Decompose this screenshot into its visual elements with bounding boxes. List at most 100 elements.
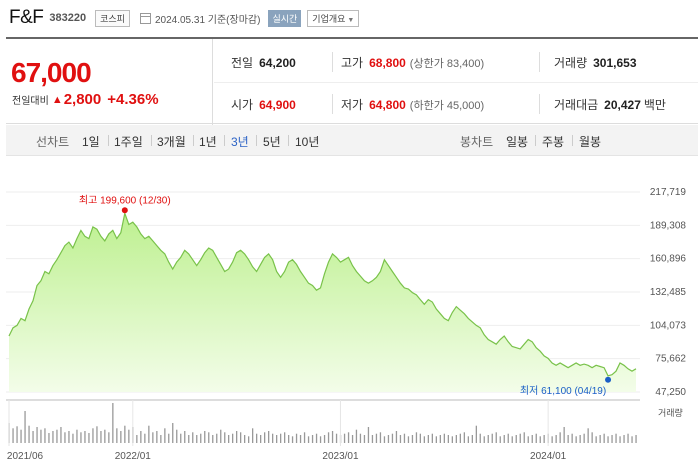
volume-bar bbox=[16, 426, 18, 443]
volume-bar bbox=[28, 425, 30, 443]
volume-bar bbox=[56, 429, 58, 443]
up-arrow-icon: ▲ bbox=[51, 93, 63, 106]
volume-bar bbox=[48, 433, 50, 443]
volume-bar bbox=[244, 435, 246, 443]
volume-bar bbox=[160, 435, 162, 443]
volume-bar bbox=[224, 432, 226, 443]
volume-bar bbox=[615, 433, 617, 443]
volume-bar bbox=[451, 436, 453, 443]
volume-bar bbox=[68, 431, 70, 443]
stat-label: 시가 bbox=[231, 98, 254, 112]
volume-bar bbox=[507, 433, 509, 443]
candle-daily-tab[interactable]: 일봉 bbox=[506, 135, 529, 149]
divider bbox=[539, 52, 540, 72]
change-label: 전일대비 bbox=[12, 96, 49, 107]
volume-bar bbox=[407, 436, 410, 443]
y-tick-label: 132,485 bbox=[650, 287, 687, 298]
volume-bar bbox=[120, 431, 122, 443]
period-1y-tab[interactable]: 1년 bbox=[199, 135, 217, 149]
stat-value: 20,427 bbox=[604, 98, 641, 112]
divider bbox=[288, 135, 289, 146]
volume-bar bbox=[627, 433, 629, 443]
volume-bar bbox=[188, 435, 190, 443]
x-tick-label: 2022/01 bbox=[115, 451, 152, 462]
volume-bar bbox=[459, 433, 461, 443]
volume-bar bbox=[555, 435, 557, 443]
volume-bar bbox=[327, 432, 330, 443]
price-change: 전일대비 ▲ 2,800 +4.36% bbox=[12, 91, 159, 108]
stat-value: 64,800 bbox=[369, 98, 406, 112]
volume-bar bbox=[236, 431, 238, 443]
period-5y-tab[interactable]: 5년 bbox=[263, 135, 281, 149]
volume-bar bbox=[495, 432, 497, 443]
volume-bar bbox=[335, 433, 338, 443]
volume-bar bbox=[128, 429, 130, 443]
stat-low: 저가 64,800 (하한가 45,000) bbox=[341, 96, 484, 113]
divider bbox=[332, 94, 333, 114]
volume-bar bbox=[220, 429, 222, 443]
volume-bar bbox=[24, 411, 26, 443]
volume-bar bbox=[176, 429, 178, 443]
line-chart-title: 선차트 bbox=[36, 135, 70, 149]
volume-bar bbox=[116, 428, 118, 443]
volume-bar bbox=[351, 435, 354, 443]
stat-unit: 백만 bbox=[643, 98, 666, 112]
volume-bar bbox=[427, 435, 429, 443]
volume-bar bbox=[315, 433, 318, 443]
corp-info-dropdown[interactable]: 기업개요 ▼ bbox=[307, 9, 360, 27]
period-10y-tab[interactable]: 10년 bbox=[295, 135, 320, 149]
volume-bar bbox=[208, 432, 210, 443]
volume-bar bbox=[371, 435, 374, 443]
volume-bars bbox=[8, 403, 637, 443]
volume-bar bbox=[100, 431, 102, 443]
period-1d-tab[interactable]: 1일 bbox=[82, 135, 100, 149]
volume-bar bbox=[96, 426, 98, 443]
price-panel: 67,000 전일대비 ▲ 2,800 +4.36% 전일 64,200 고가 … bbox=[6, 37, 698, 125]
volume-bar bbox=[571, 433, 573, 443]
period-3m-tab[interactable]: 3개월 bbox=[157, 135, 186, 149]
realtime-button[interactable]: 실시간 bbox=[268, 9, 302, 27]
volume-bar bbox=[375, 433, 378, 443]
volume-bar bbox=[104, 429, 106, 443]
volume-bar bbox=[419, 433, 421, 443]
y-tick-label: 104,073 bbox=[650, 320, 687, 331]
price-chart: 217,719 189,308 160,896 132,485 104,073 75,66… bbox=[6, 187, 687, 462]
volume-bar bbox=[84, 431, 86, 443]
volume-bar bbox=[399, 435, 402, 443]
volume-bar bbox=[519, 433, 521, 443]
volume-bar bbox=[447, 435, 449, 443]
volume-bar bbox=[599, 435, 601, 443]
high-marker bbox=[121, 207, 128, 214]
candle-weekly-tab[interactable]: 주봉 bbox=[542, 135, 565, 149]
volume-bar bbox=[252, 428, 254, 443]
volume-bar bbox=[395, 431, 398, 443]
volume-bar bbox=[575, 436, 577, 443]
volume-bar bbox=[72, 433, 74, 443]
stock-header: F&F 383220 코스피 2024.05.31 기준(장마감) 실시간 기업… bbox=[0, 0, 698, 36]
volume-bar bbox=[347, 432, 350, 443]
volume-bar bbox=[92, 428, 94, 443]
upper-limit: (상한가 83,400) bbox=[409, 58, 485, 70]
volume-bar bbox=[140, 431, 142, 443]
period-3y-tab[interactable]: 3년 bbox=[231, 135, 249, 149]
volume-bar bbox=[415, 432, 418, 443]
volume-bar bbox=[200, 433, 202, 443]
volume-bar bbox=[435, 436, 437, 443]
volume-bar bbox=[20, 429, 22, 443]
volume-bar bbox=[431, 433, 433, 443]
volume-bar bbox=[443, 433, 445, 443]
period-1w-tab[interactable]: 1주일 bbox=[114, 135, 143, 149]
volume-bar bbox=[204, 431, 206, 443]
volume-bar bbox=[423, 436, 425, 443]
volume-bar bbox=[367, 427, 370, 443]
candle-monthly-tab[interactable]: 월봉 bbox=[579, 135, 602, 149]
stat-label: 거래대금 bbox=[554, 98, 599, 112]
volume-bar bbox=[355, 429, 358, 443]
y-tick-label: 75,662 bbox=[655, 354, 686, 365]
chart-period-bar: 선차트 1일 1주일 3개월 1년 3년 5년 10년 봉차트 일봉 주봉 월봉 bbox=[6, 125, 698, 156]
volume-bar bbox=[232, 433, 234, 443]
volume-bar bbox=[479, 433, 481, 443]
current-price-panel: 67,000 전일대비 ▲ 2,800 +4.36% bbox=[6, 39, 213, 125]
volume-bar bbox=[311, 435, 314, 443]
volume-bar bbox=[212, 435, 214, 443]
